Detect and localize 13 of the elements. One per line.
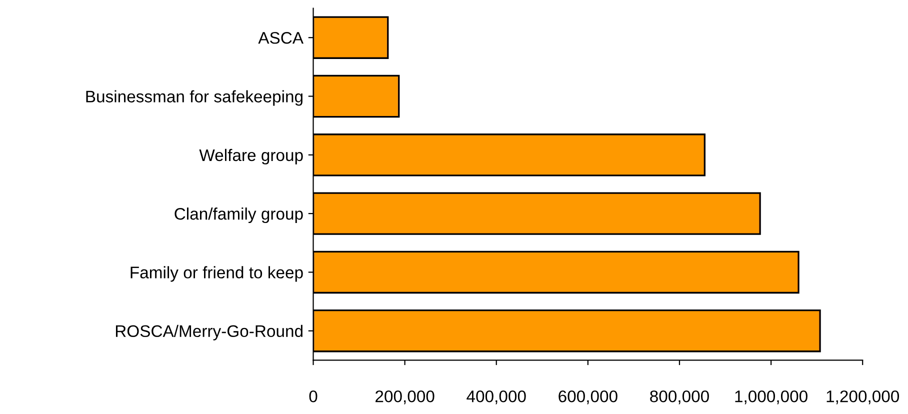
y-tick-label: Family or friend to keep xyxy=(130,266,303,282)
x-tick-label: 600,000 xyxy=(558,390,618,404)
x-tick-label: 1,000,000 xyxy=(735,390,808,404)
x-tick-label: 800,000 xyxy=(650,390,709,404)
y-tick-label: ROSCA/Merry-Go-Round xyxy=(116,324,302,340)
y-tick-label: Welfare group xyxy=(199,148,303,164)
y-tick-label: Clan/family group xyxy=(174,208,303,224)
y-tick-label: Businessman for safekeeping xyxy=(86,90,302,106)
x-tick-label: 400,000 xyxy=(466,390,526,404)
x-tick-label: 1,200,000 xyxy=(826,390,900,404)
x-tick-label: 0 xyxy=(309,390,318,402)
x-tick-label: 200,000 xyxy=(376,390,434,404)
y-tick-label: ASCA xyxy=(258,32,304,44)
